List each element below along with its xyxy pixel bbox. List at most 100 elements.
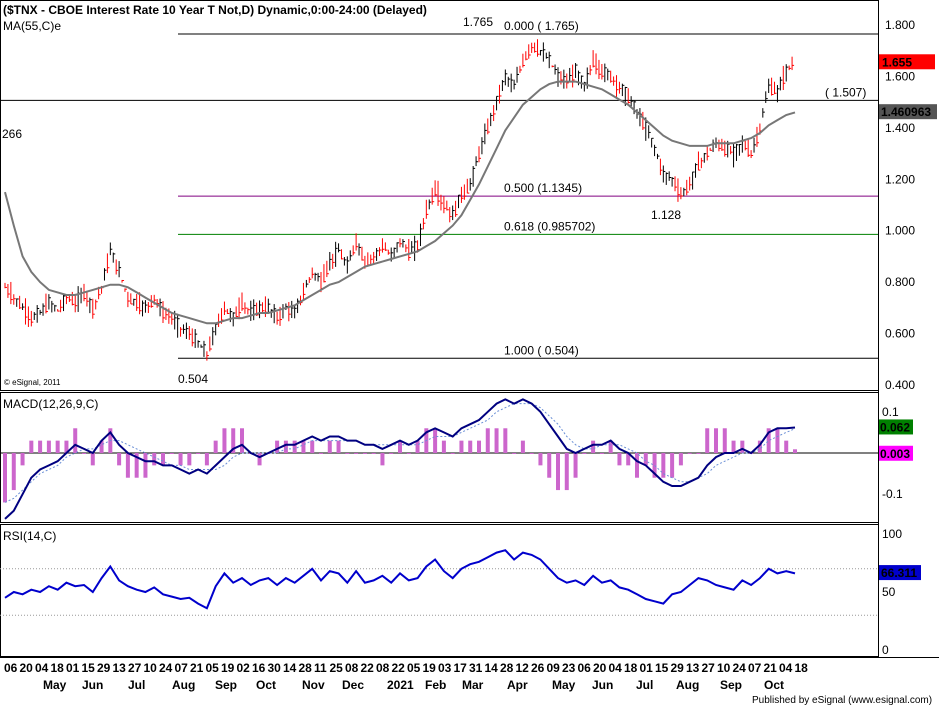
x-month-label: 2021 bbox=[387, 678, 414, 692]
x-day-label: 26 bbox=[531, 661, 545, 675]
x-month-label: Oct bbox=[764, 678, 784, 692]
x-day-label: 27 bbox=[128, 661, 142, 675]
x-day-label: 15 bbox=[82, 661, 96, 675]
macd-histogram-bar bbox=[99, 440, 104, 453]
price-tick-label: 1.400 bbox=[885, 121, 915, 135]
x-month-label: Jul bbox=[636, 678, 653, 692]
macd-histogram-bar bbox=[564, 453, 569, 491]
x-day-label: 28 bbox=[299, 661, 313, 675]
x-month-label: Sep bbox=[215, 678, 237, 692]
price-tick-label: 0.400 bbox=[885, 378, 915, 392]
x-day-label: 14 bbox=[485, 661, 499, 675]
macd-histogram-bar bbox=[582, 453, 587, 454]
x-day-label: 23 bbox=[562, 661, 576, 675]
x-day-label: 20 bbox=[593, 661, 607, 675]
x-day-label: 12 bbox=[516, 661, 530, 675]
macd-signal-line bbox=[4, 403, 796, 503]
macd-histogram-bar bbox=[143, 453, 148, 478]
macd-histogram-bar bbox=[29, 440, 34, 453]
macd-histogram-bar bbox=[134, 453, 139, 478]
macd-histogram-bar bbox=[46, 440, 51, 453]
macd-histogram-bar bbox=[415, 440, 420, 453]
x-day-label: 18 bbox=[624, 661, 638, 675]
x-day-label: 03 bbox=[438, 661, 452, 675]
macd-histogram-bar bbox=[643, 453, 648, 466]
macd-histogram-bar bbox=[512, 453, 517, 454]
x-day-label: 28 bbox=[500, 661, 514, 675]
x-day-label: 07 bbox=[175, 661, 189, 675]
macd-histogram-bar bbox=[64, 440, 69, 453]
price-tick-label: 0.600 bbox=[885, 327, 915, 341]
x-day-label: 09 bbox=[547, 661, 561, 675]
macd-histogram-bar bbox=[345, 453, 350, 454]
macd-value-label: 0.062 bbox=[880, 420, 910, 434]
macd-histogram-bar bbox=[520, 440, 525, 453]
macd-histogram-bar bbox=[441, 440, 446, 453]
macd-histogram-bar bbox=[169, 453, 174, 454]
macd-histogram-bar bbox=[793, 449, 797, 453]
x-day-label: 31 bbox=[469, 661, 483, 675]
x-day-label: 06 bbox=[4, 661, 18, 675]
macd-histogram-bar bbox=[398, 440, 402, 453]
macd-title: MACD(12,26,9,C) bbox=[3, 397, 98, 411]
macd-histogram-bar bbox=[635, 453, 639, 478]
x-month-label: Jun bbox=[592, 678, 613, 692]
x-day-label: 13 bbox=[113, 661, 127, 675]
macd-tick-label: -0.1 bbox=[882, 487, 903, 501]
macd-histogram-bar bbox=[3, 453, 7, 503]
x-month-label: May bbox=[552, 678, 576, 692]
x-day-label: 14 bbox=[283, 661, 297, 675]
macd-histogram-bar bbox=[240, 428, 244, 453]
x-day-label: 10 bbox=[717, 661, 731, 675]
macd-histogram-bar bbox=[433, 428, 438, 453]
swing-low-annotation: 1.128 bbox=[651, 208, 681, 222]
macd-histogram-bar bbox=[222, 428, 227, 453]
macd-histogram-bar bbox=[696, 453, 701, 454]
rsi-tick-label: 50 bbox=[882, 585, 896, 599]
x-day-label: 21 bbox=[764, 661, 778, 675]
rsi-tick-label: 100 bbox=[882, 527, 902, 541]
macd-histogram-bar bbox=[617, 453, 622, 466]
x-day-label: 05 bbox=[407, 661, 421, 675]
macd-histogram-bar bbox=[117, 453, 122, 466]
macd-histogram-bar bbox=[766, 428, 771, 453]
price-tick-label: 1.600 bbox=[885, 69, 915, 83]
macd-histogram-bar bbox=[784, 440, 789, 453]
x-day-label: 07 bbox=[748, 661, 762, 675]
x-day-label: 05 bbox=[206, 661, 220, 675]
macd-histogram-bar bbox=[731, 440, 736, 453]
x-month-label: Aug bbox=[172, 678, 195, 692]
x-month-label: Feb bbox=[425, 678, 446, 692]
x-day-label: 04 bbox=[609, 661, 623, 675]
price-tick-label: 1.000 bbox=[885, 224, 915, 238]
macd-histogram-bar bbox=[275, 440, 280, 453]
x-month-label: Oct bbox=[256, 678, 276, 692]
x-day-label: 04 bbox=[35, 661, 49, 675]
macd-histogram-bar bbox=[757, 440, 762, 453]
x-month-label: Aug bbox=[676, 678, 699, 692]
x-day-label: 24 bbox=[733, 661, 747, 675]
price-y-ticks: 1.800 1.600 1.400 1.200 1.000 0.800 0.60… bbox=[885, 18, 915, 392]
macd-histogram-bar bbox=[336, 440, 341, 453]
macd-histogram-bar bbox=[599, 453, 604, 454]
ma-indicator-label: MA(55,C)e bbox=[3, 19, 61, 33]
macd-histogram-bar bbox=[362, 453, 367, 454]
fib-50-label: 0.500 (1.1345) bbox=[504, 181, 582, 195]
macd-line bbox=[4, 398, 796, 520]
copyright-label: © eSignal, 2011 bbox=[4, 378, 61, 387]
x-day-label: 29 bbox=[671, 661, 685, 675]
macd-histogram-bar bbox=[380, 453, 385, 466]
x-day-label: 30 bbox=[268, 661, 282, 675]
macd-histogram-bar bbox=[687, 453, 692, 454]
macd-histogram-bar bbox=[152, 453, 157, 466]
macd-histogram-bar bbox=[538, 453, 543, 466]
macd-histogram-bar bbox=[125, 453, 130, 478]
x-day-label: 29 bbox=[97, 661, 111, 675]
macd-tick-label: 0.1 bbox=[882, 405, 899, 419]
macd-histogram-bar bbox=[187, 453, 192, 466]
macd-histogram-bar bbox=[573, 453, 578, 478]
ma-55-line bbox=[4, 80, 796, 325]
x-axis-day-labels: 06 20 04 18 01 15 29 13 27 10 24 07 21 05 19 02 16 30 14 28… bbox=[4, 661, 808, 675]
macd-histogram-bar bbox=[371, 453, 376, 454]
macd-histogram-bar bbox=[301, 440, 306, 453]
